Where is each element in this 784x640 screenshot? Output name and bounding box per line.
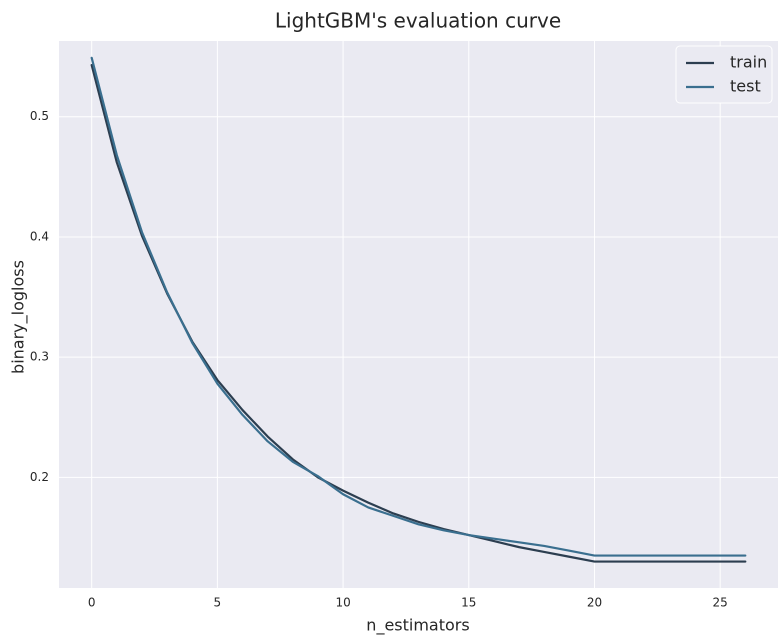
legend-label-test: test [730, 77, 761, 96]
plot-background [59, 41, 778, 588]
tick-labels: 0 5 10 15 20 25 0.2 0.3 0.4 0.5 [30, 109, 728, 609]
chart-title: LightGBM's evaluation curve [275, 9, 561, 33]
x-tick-label: 20 [587, 596, 602, 610]
legend-label-train: train [730, 53, 767, 72]
x-tick-label: 10 [335, 596, 350, 610]
x-tick-label: 15 [461, 596, 476, 610]
grid-lines [59, 41, 778, 588]
series-line-test [90, 56, 747, 557]
series-lines [90, 56, 747, 563]
x-tick-label: 25 [713, 596, 728, 610]
x-tick-label: 0 [88, 596, 96, 610]
y-tick-label: 0.3 [30, 350, 49, 364]
legend: train test [675, 45, 773, 104]
y-tick-label: 0.4 [30, 229, 49, 243]
legend-box [675, 45, 773, 104]
y-tick-label: 0.5 [30, 109, 49, 123]
y-tick-label: 0.2 [30, 470, 49, 484]
x-tick-label: 5 [214, 596, 222, 610]
x-axis-title: n_estimators [366, 616, 469, 636]
y-axis-title: binary_logloss [9, 260, 29, 374]
